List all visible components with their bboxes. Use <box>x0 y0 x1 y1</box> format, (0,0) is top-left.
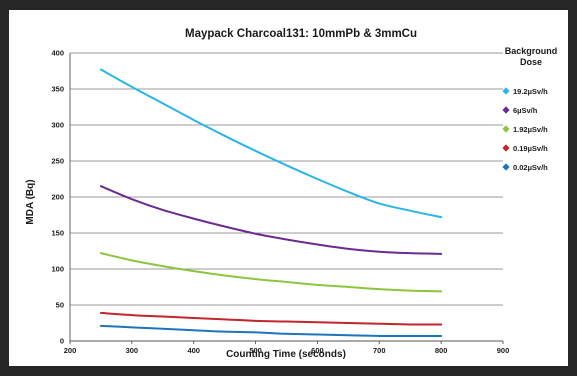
series-line-4 <box>99 324 443 338</box>
grid-lines <box>70 52 503 306</box>
chart-frame: Maypack Charcoal131: 10mmPb & 3mmCu 200 3… <box>9 10 568 366</box>
legend-label-1: 6µSv/h <box>513 106 538 115</box>
y-axis-label: MDA (Bq) <box>25 179 36 224</box>
legend-marker-4 <box>502 163 510 171</box>
x-tick-label: 300 <box>126 346 139 355</box>
y-tick-label: 400 <box>51 49 64 58</box>
y-tick-label: 200 <box>51 193 64 202</box>
legend-label-3: 0.19µSv/h <box>513 144 548 153</box>
x-tick-labels: 200 300 400 500 600 700 800 900 <box>64 346 510 355</box>
x-tick-label: 900 <box>497 346 510 355</box>
axes <box>69 53 504 344</box>
legend-label-4: 0.02µSv/h <box>513 163 548 172</box>
x-tick-label: 600 <box>311 346 324 355</box>
y-tick-label: 250 <box>51 157 64 166</box>
x-tick-label: 200 <box>64 346 77 355</box>
legend-marker-1 <box>502 106 510 114</box>
x-tick-label: 800 <box>435 346 448 355</box>
legend-marker-0 <box>502 87 510 95</box>
legend-marker-3 <box>502 144 510 152</box>
series-line-0 <box>99 68 443 219</box>
series-lines <box>99 68 443 338</box>
legend: Background Dose 19.2µSv/h 6µSv/h 1.92µSv/h 0… <box>502 46 557 172</box>
chart-svg: Maypack Charcoal131: 10mmPb & 3mmCu 200 3… <box>25 28 557 360</box>
y-tick-label: 150 <box>51 229 64 238</box>
series-line-1 <box>99 185 443 255</box>
x-tick-label: 700 <box>373 346 386 355</box>
y-tick-label: 100 <box>51 265 64 274</box>
legend-label-0: 19.2µSv/h <box>513 87 548 96</box>
series-line-2 <box>99 252 443 293</box>
legend-label-2: 1.92µSv/h <box>513 125 548 134</box>
chart-title: Maypack Charcoal131: 10mmPb & 3mmCu <box>185 28 417 40</box>
y-tick-label: 50 <box>56 301 64 310</box>
y-tick-labels: 0 50 100 150 200 250 300 350 400 <box>51 49 64 346</box>
series-line-3 <box>99 311 443 326</box>
x-tick-label: 400 <box>187 346 200 355</box>
y-tick-label: 0 <box>60 337 64 346</box>
x-tick-label: 500 <box>249 346 262 355</box>
x-axis-label: Counting Time (seconds) <box>226 349 346 360</box>
y-tick-label: 350 <box>51 85 64 94</box>
legend-marker-2 <box>502 125 510 133</box>
legend-title: Background Dose <box>505 46 558 67</box>
y-tick-label: 300 <box>51 121 64 130</box>
